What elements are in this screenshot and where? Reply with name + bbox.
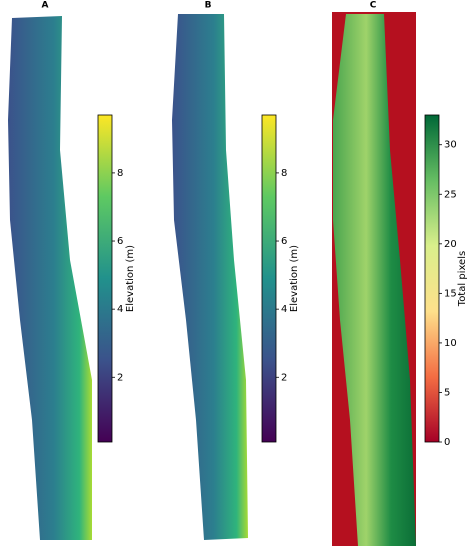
colorbar-tick-label: 25 — [444, 189, 457, 200]
raster-c — [333, 14, 416, 546]
colorbar-label: Elevation (m) — [125, 245, 136, 312]
colorbar — [261, 114, 277, 443]
colorbar-tick-label: 0 — [444, 437, 450, 448]
panel-title: A — [42, 1, 49, 11]
colorbar-tick-label: 4 — [117, 304, 123, 315]
colorbar-tick-label: 8 — [281, 168, 287, 179]
colorbar-tick-label: 20 — [444, 239, 457, 250]
raster-a — [8, 16, 92, 540]
colorbar-tick-label: 6 — [281, 236, 287, 247]
colorbar-tick-label: 15 — [444, 288, 457, 299]
panel-title: C — [370, 1, 377, 11]
colorbar-tick-label: 8 — [117, 168, 123, 179]
colorbar — [97, 114, 113, 443]
colorbar-tick-label: 30 — [444, 140, 457, 151]
colorbar-tick-label: 10 — [444, 338, 457, 349]
colorbar-tick-label: 6 — [117, 236, 123, 247]
colorbar-tick-label: 2 — [117, 372, 123, 383]
colorbar-tick-label: 5 — [444, 387, 450, 398]
colorbar-label: Total pixels — [457, 251, 468, 307]
colorbar-label: Elevation (m) — [289, 245, 300, 312]
colorbar-tick-label: 4 — [281, 304, 287, 315]
panel-title: B — [205, 1, 212, 11]
raster-b — [172, 14, 248, 540]
colorbar-tick-label: 2 — [281, 372, 287, 383]
panels: A 2 4 6 8 Elevation (m) B 2 4 6 8 Elevation (m) C 0 5 1… — [42, 1, 468, 449]
colorbar — [424, 114, 440, 443]
